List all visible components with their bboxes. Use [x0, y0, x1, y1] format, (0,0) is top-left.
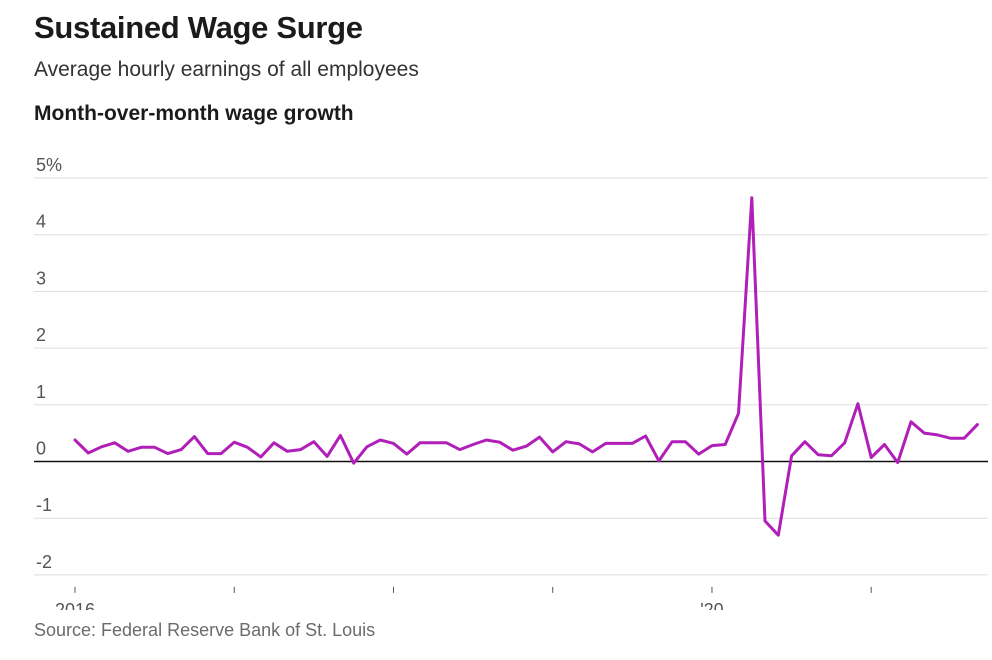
- source-note: Source: Federal Reserve Bank of St. Loui…: [34, 620, 376, 640]
- x-tick-label: '20: [700, 600, 723, 610]
- grid-layer: [34, 177, 988, 576]
- x-tick-label: 2016: [55, 600, 95, 610]
- y-tick-label: 2: [36, 325, 46, 345]
- chart-subtitle: Average hourly earnings of all employees: [34, 58, 419, 81]
- series-line: [73, 196, 979, 537]
- y-tick-label: -2: [36, 552, 52, 572]
- y-tick-label: 3: [36, 268, 46, 288]
- y-tick-label: 1: [36, 382, 46, 402]
- chart-title: Sustained Wage Surge: [34, 10, 363, 45]
- line-chart: 5% 4 3 2 1 0 -1 -2 2016 '20: [34, 155, 988, 610]
- y-tick-label: -1: [36, 495, 52, 515]
- y-tick-label: 5%: [36, 155, 62, 175]
- y-tick-labels: 5% 4 3 2 1 0 -1 -2: [36, 155, 62, 572]
- y-tick-label: 0: [36, 439, 46, 459]
- chart-heading: Month-over-month wage growth: [34, 102, 354, 125]
- series-layer: [73, 196, 979, 537]
- y-tick-label: 4: [36, 212, 46, 232]
- x-axis: 2016 '20: [55, 586, 872, 610]
